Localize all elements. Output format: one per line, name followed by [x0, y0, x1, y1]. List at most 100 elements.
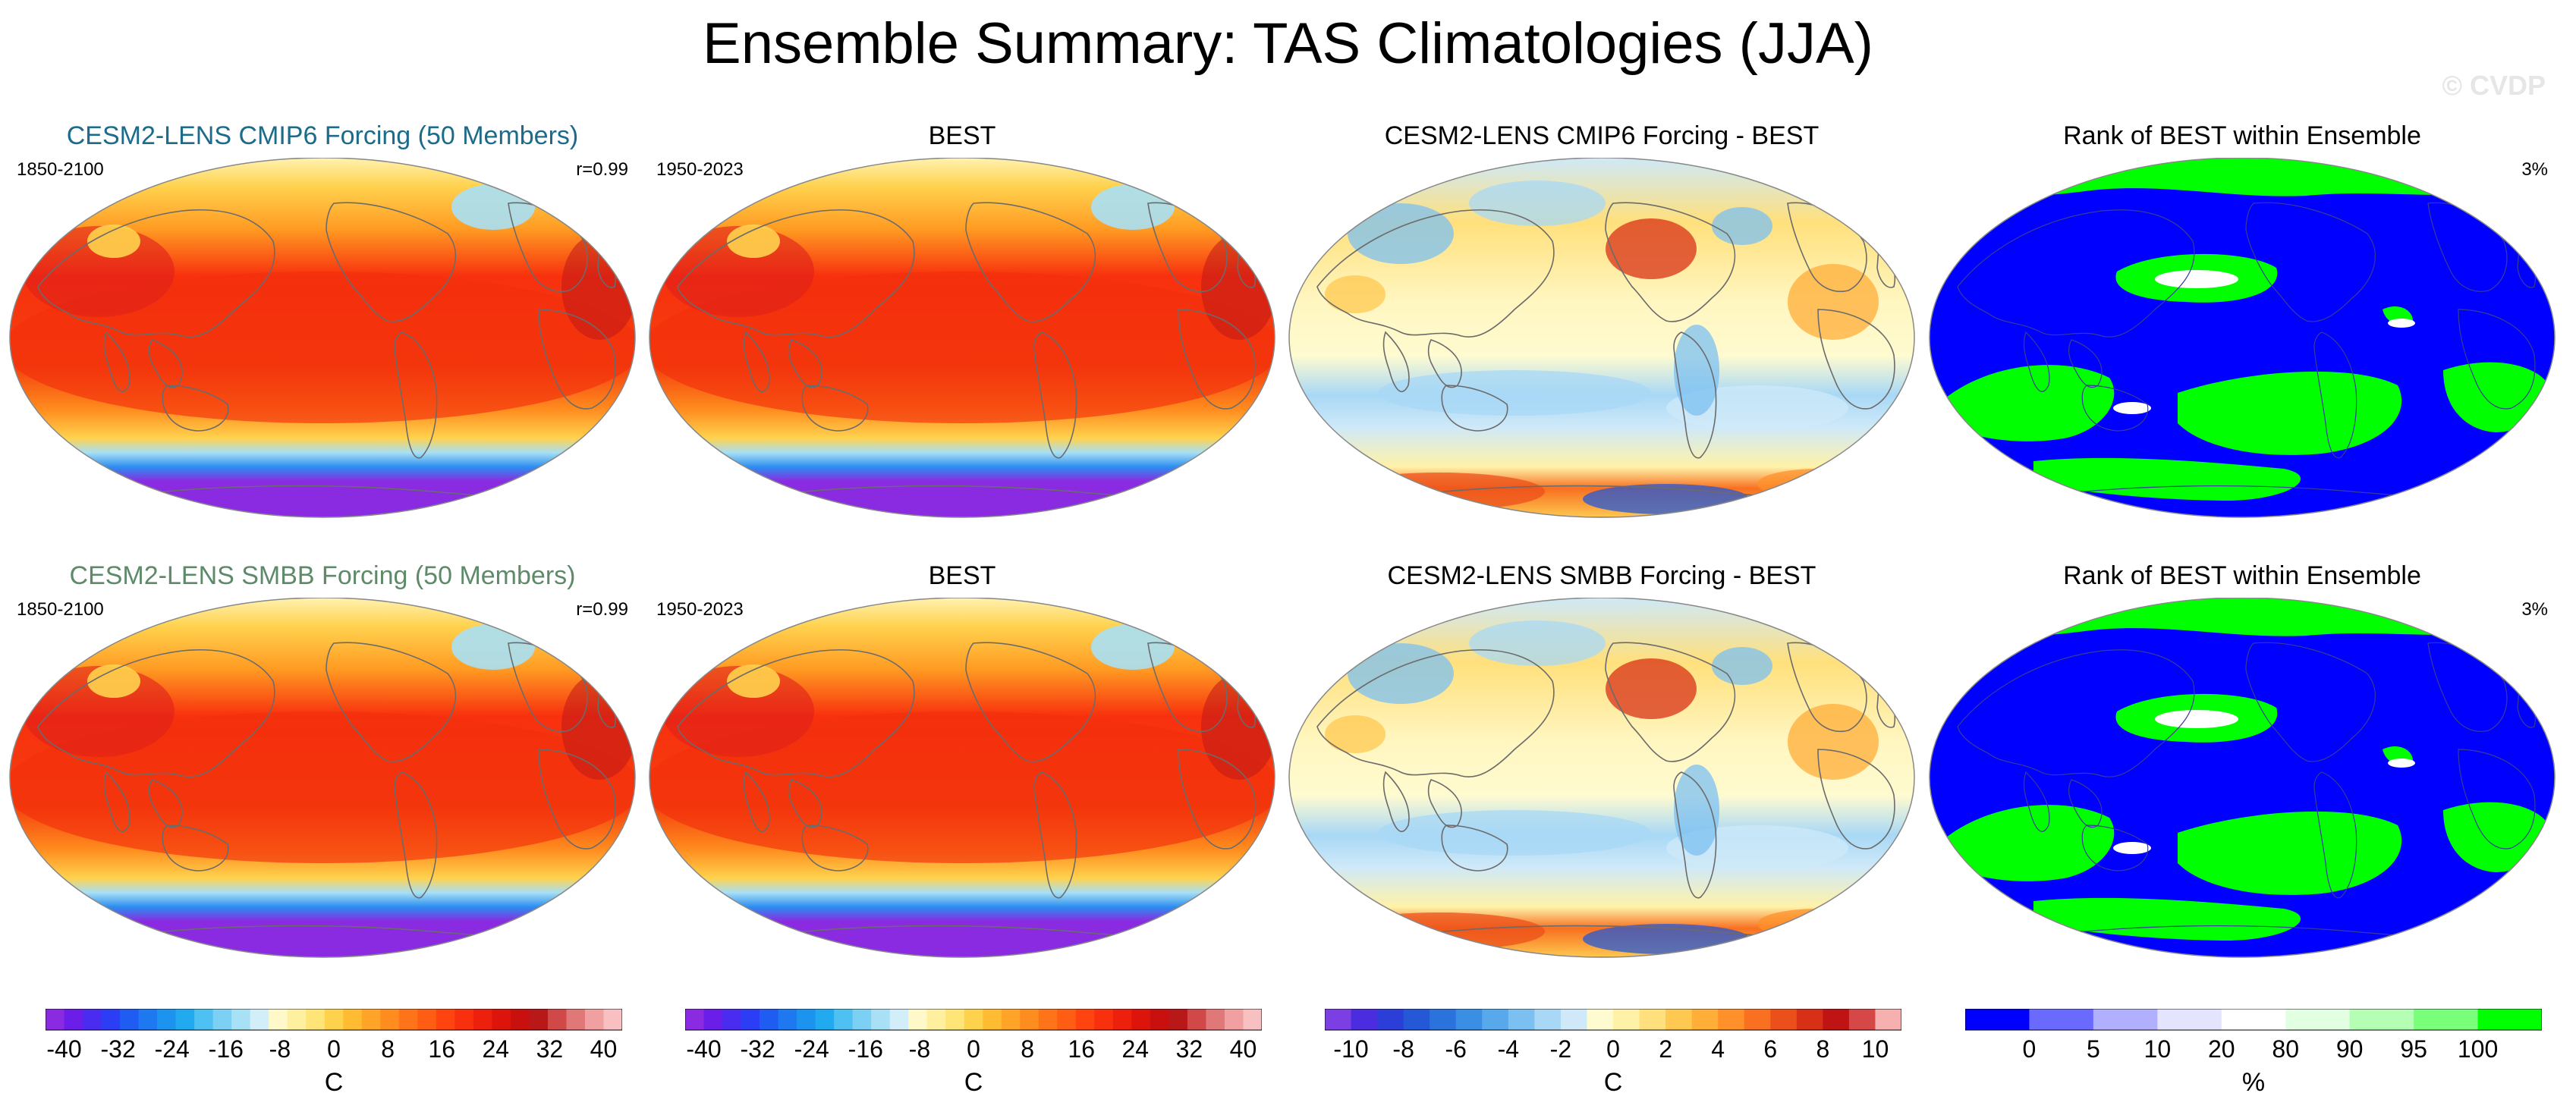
colorbar-box-4 [1430, 1009, 1457, 1030]
colorbar-difference: -10 -8 -6 -4 -2 0 2 4 6 8 10 C [1325, 1009, 1901, 1100]
rank-map [1929, 158, 2556, 518]
colorbar-box-6 [157, 1009, 177, 1030]
greenland-cold-zone [451, 184, 535, 230]
coastline-5 [2313, 331, 2357, 459]
coastline-4 [1605, 642, 1736, 762]
tibet-cool-zone [727, 225, 780, 258]
anomaly-10 [1757, 909, 1879, 939]
colorbar-box-7 [815, 1009, 835, 1030]
rank-mid-region [2388, 319, 2415, 328]
rank-background [1930, 598, 2555, 957]
colorbar-tick-label: 0 [327, 1035, 341, 1063]
temperature-map [649, 598, 1275, 958]
coastline-1 [1382, 771, 1410, 832]
colorbar-tick-label: 32 [536, 1035, 564, 1063]
coastline-4 [965, 202, 1096, 322]
anomaly-6 [1378, 370, 1651, 416]
colorbar-box-23 [473, 1009, 492, 1030]
colorbar-tick-label: 90 [2336, 1035, 2364, 1063]
colorbar-box-15 [1718, 1009, 1745, 1030]
map-fill [1289, 158, 1914, 517]
map-fill [1930, 598, 2555, 957]
colorbar-unit: C [1603, 1068, 1623, 1097]
colorbar-tick-label: -8 [909, 1035, 930, 1063]
colorbar-box-1 [2029, 1009, 2094, 1030]
coastline-7 [1178, 309, 1256, 410]
colorbar-box-20 [417, 1009, 437, 1030]
colorbar-tick-label: -16 [848, 1035, 883, 1063]
colorbar-unit: C [964, 1068, 983, 1097]
colorbar-tick-label: 20 [2208, 1035, 2235, 1063]
panel-title: BEST [928, 121, 996, 150]
difference-map [1288, 158, 1915, 518]
coastline-0 [1957, 209, 2195, 338]
colorbar-box-14 [945, 1009, 965, 1030]
coastline-7 [2458, 749, 2536, 850]
map-border [1288, 598, 1915, 958]
tropical-warm-band [10, 711, 635, 863]
panel-period: 1850-2100 [17, 159, 104, 180]
colorbar-box-10 [231, 1009, 251, 1030]
figure-title: Ensemble Summary: TAS Climatologies (JJA… [703, 11, 1873, 76]
colorbar-tick-label: -10 [1333, 1035, 1368, 1063]
rank-mid-region [2113, 402, 2151, 414]
coastline-7 [1817, 309, 1895, 410]
colorbar-tick-label: 0 [1606, 1035, 1620, 1063]
anomaly-5 [1788, 264, 1879, 340]
rank-map [1929, 598, 2556, 958]
anomaly-6 [1378, 810, 1651, 856]
map-fill [650, 598, 1275, 957]
colorbar-box-16 [343, 1009, 363, 1030]
rank-background [1930, 158, 2555, 517]
colorbar-box-26 [1168, 1009, 1188, 1030]
rank-high-region-3 [2178, 811, 2402, 895]
colorbar-box-2 [83, 1009, 102, 1030]
colorbar-box-1 [64, 1009, 83, 1030]
colorbar-box-5 [1455, 1009, 1483, 1030]
colorbar-box-10 [1587, 1009, 1614, 1030]
panel-smbb-ensemble: CESM2-LENS SMBB Forcing (50 Members) 185… [8, 561, 637, 971]
colorbar-box-11 [250, 1009, 269, 1030]
colorbar-box-5 [778, 1009, 797, 1030]
anomaly-2 [1606, 658, 1697, 719]
anomaly-1 [1469, 181, 1606, 226]
anomaly-11 [1674, 325, 1719, 416]
colorbar-box-8 [2477, 1009, 2542, 1030]
coastline-3 [162, 385, 229, 432]
colorbar-tick-label: 2 [1659, 1035, 1672, 1063]
panel-title: Rank of BEST within Ensemble [2063, 561, 2421, 590]
panel-title: BEST [928, 561, 996, 590]
colorbar-box-21 [1075, 1009, 1095, 1030]
colorbar-svg: -10 -8 -6 -4 -2 0 2 4 6 8 10 [1325, 1009, 1901, 1063]
colorbar-box-29 [1224, 1009, 1244, 1030]
colorbar-box-19 [398, 1009, 418, 1030]
colorbar-box-12 [269, 1009, 288, 1030]
coastline-5 [2313, 771, 2357, 899]
colorbar-tick-label: -16 [209, 1035, 244, 1063]
coastline-3 [2081, 824, 2149, 872]
colorbar-frame [1325, 1009, 1901, 1031]
colorbar-box-18 [380, 1009, 400, 1030]
rank-mid-region [2113, 842, 2151, 854]
saharan-warm-zone [561, 234, 635, 340]
colorbar-box-3 [741, 1009, 760, 1030]
coastline-1 [743, 331, 770, 392]
colorbar-tick-label: 5 [2087, 1035, 2100, 1063]
colorbar-tick-label: 4 [1711, 1035, 1725, 1063]
panel-best-obs: BEST 1950-2023 [647, 121, 1277, 531]
map-border [649, 158, 1275, 518]
anomaly-4 [1325, 275, 1386, 313]
colorbar-tick-label: 100 [2458, 1035, 2498, 1063]
tibet-cool-zone [727, 664, 780, 698]
colorbar-frame [1965, 1009, 2542, 1031]
colorbar-box-17 [1770, 1009, 1798, 1030]
colorbar-box-29 [584, 1009, 604, 1030]
colorbar-tick-label: 24 [482, 1035, 509, 1063]
colorbar-svg: -40 -32 -24 -16 -8 0 8 16 24 32 40 [46, 1009, 622, 1063]
colorbar-temperature-2: -40 -32 -24 -16 -8 0 8 16 24 32 40 C [685, 1009, 1262, 1100]
coastline-0 [1957, 649, 2195, 777]
anomaly-0 [1348, 643, 1454, 704]
coastline-7 [538, 749, 616, 850]
colorbar-box-0 [46, 1009, 65, 1030]
coastline-4 [326, 642, 457, 762]
